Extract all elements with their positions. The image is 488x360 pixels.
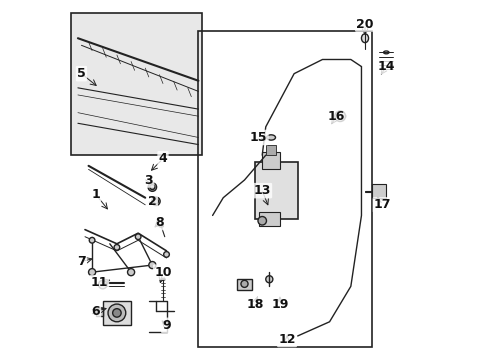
Ellipse shape: [361, 34, 368, 42]
Circle shape: [112, 309, 121, 317]
Circle shape: [151, 197, 160, 206]
Circle shape: [127, 269, 134, 276]
Text: 9: 9: [162, 319, 170, 332]
Bar: [371, 184, 386, 198]
Text: 15: 15: [249, 131, 267, 144]
Text: 19: 19: [271, 298, 288, 311]
Bar: [102, 301, 131, 325]
Ellipse shape: [266, 135, 275, 140]
Text: 8: 8: [155, 216, 163, 229]
Circle shape: [89, 238, 95, 243]
Text: 13: 13: [253, 184, 270, 197]
Text: 17: 17: [373, 198, 391, 211]
Circle shape: [148, 183, 156, 192]
Circle shape: [135, 234, 141, 239]
Circle shape: [88, 269, 96, 276]
Text: 7: 7: [77, 255, 86, 268]
Circle shape: [163, 252, 169, 257]
Text: 18: 18: [246, 298, 264, 311]
Text: 20: 20: [356, 18, 373, 31]
Bar: [255, 162, 297, 219]
Circle shape: [108, 304, 125, 322]
Bar: [262, 152, 279, 169]
Circle shape: [265, 276, 272, 283]
Circle shape: [241, 280, 247, 287]
Bar: [198, 31, 371, 347]
Circle shape: [334, 111, 345, 122]
Text: 12: 12: [278, 333, 295, 346]
Text: 6: 6: [91, 305, 100, 318]
Bar: [237, 279, 251, 290]
Text: 14: 14: [377, 60, 394, 73]
Circle shape: [258, 216, 266, 225]
Bar: [258, 212, 279, 226]
Bar: [265, 145, 276, 155]
Bar: [71, 13, 202, 155]
Circle shape: [98, 280, 107, 289]
Text: 16: 16: [327, 110, 345, 123]
Text: 3: 3: [144, 174, 153, 186]
Text: 10: 10: [154, 266, 171, 279]
Text: 1: 1: [91, 188, 100, 201]
Text: 2: 2: [148, 195, 156, 208]
Text: 11: 11: [90, 276, 108, 289]
Text: 4: 4: [158, 152, 167, 165]
Text: 5: 5: [77, 67, 86, 80]
Circle shape: [114, 244, 120, 250]
Bar: [96, 307, 102, 316]
Circle shape: [148, 261, 156, 269]
